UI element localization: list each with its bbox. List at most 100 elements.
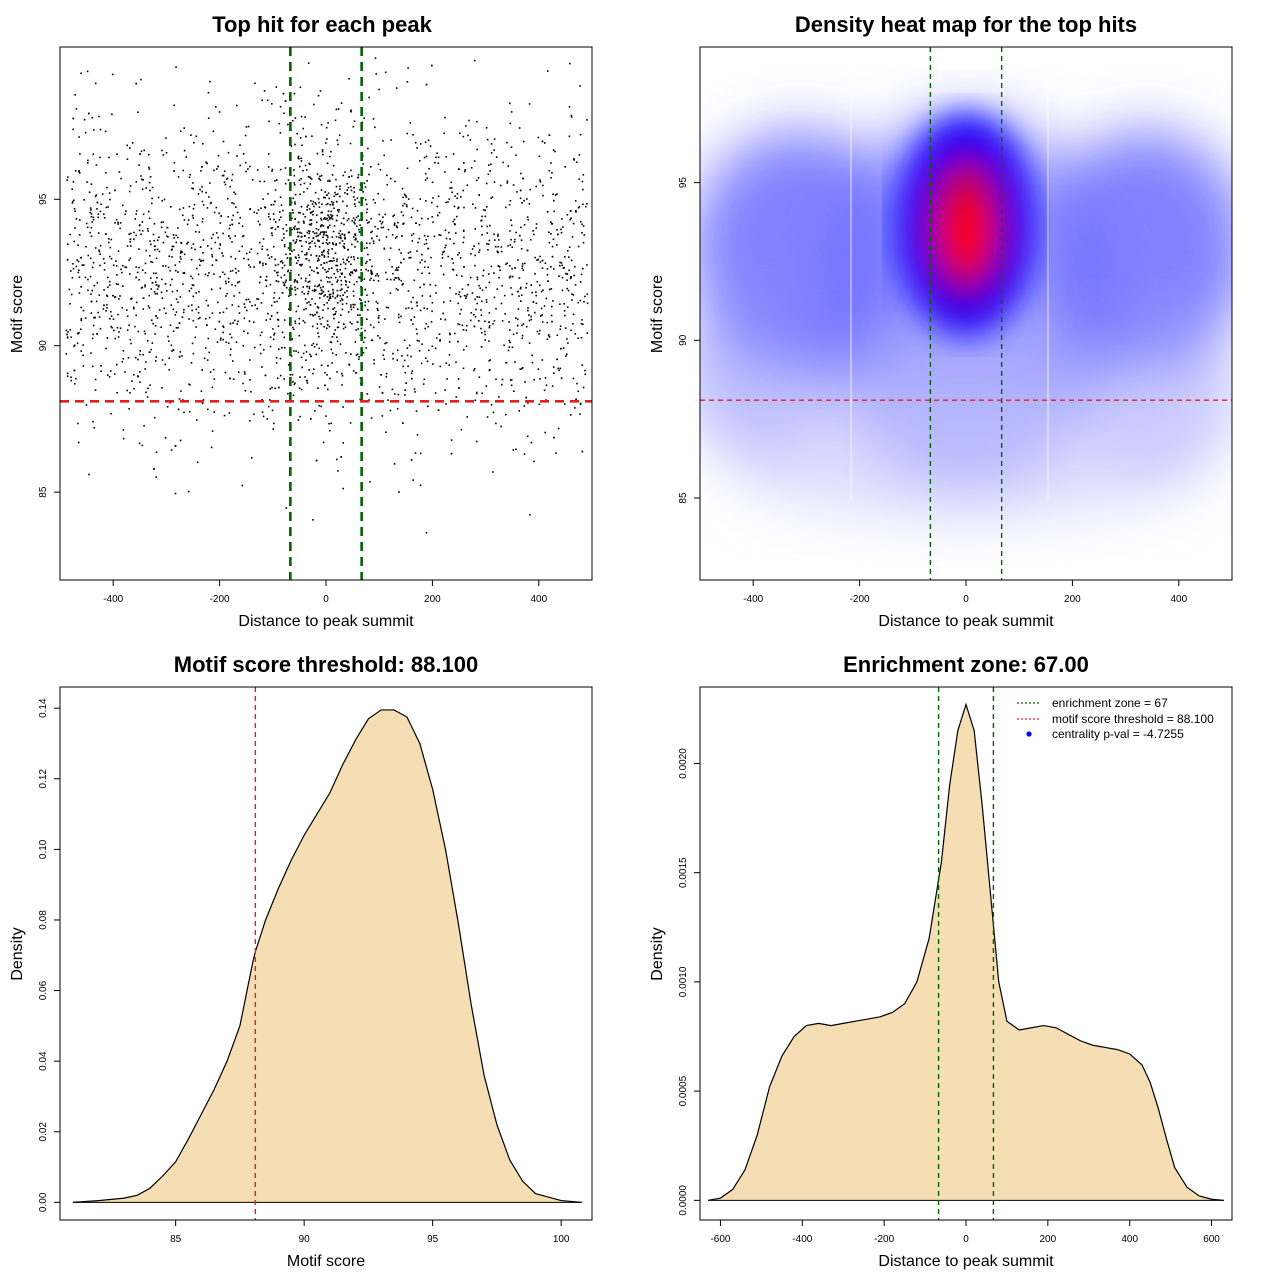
scatter-point <box>151 197 153 200</box>
scatter-point <box>238 280 241 283</box>
scatter-point <box>509 230 511 232</box>
scatter-point <box>356 225 358 228</box>
scatter-point <box>297 259 299 262</box>
scatter-point <box>482 269 485 272</box>
scatter-point <box>559 261 561 264</box>
scatter-point <box>87 162 89 164</box>
scatter-point <box>336 281 338 283</box>
scatter-point <box>574 265 576 268</box>
scatter-point <box>146 396 149 398</box>
scatter-point <box>177 408 180 411</box>
scatter-point <box>282 209 284 212</box>
scatter-point <box>411 207 414 210</box>
scatter-point <box>269 283 272 286</box>
scatter-point <box>550 177 552 179</box>
scatter-point <box>369 324 372 326</box>
scatter-point <box>298 387 301 389</box>
scatter-point <box>215 206 218 209</box>
scatter-point <box>366 294 368 296</box>
scatter-point <box>406 167 409 170</box>
scatter-point <box>278 386 280 389</box>
scatter-point <box>339 188 341 190</box>
scatter-point <box>443 132 445 135</box>
scatter-point <box>206 207 209 209</box>
scatter-point <box>239 144 241 146</box>
scatter-point <box>456 197 458 199</box>
scatter-point <box>210 247 213 250</box>
scatter-point <box>415 222 417 224</box>
scatter-point <box>314 313 316 316</box>
scatter-point <box>274 258 276 261</box>
scatter-point <box>457 254 459 256</box>
scatter-point <box>572 313 575 316</box>
scatter-point <box>342 406 344 408</box>
scatter-point <box>117 250 120 252</box>
scatter-point <box>485 182 488 185</box>
scatter-point <box>202 259 205 262</box>
scatter-point <box>377 317 380 319</box>
scatter-point <box>156 292 158 295</box>
scatter-point <box>411 307 413 310</box>
scatter-point <box>510 238 512 241</box>
scatter-point <box>290 284 292 287</box>
scatter-point <box>283 336 286 339</box>
scatter-point <box>236 155 238 157</box>
scatter-point <box>557 367 559 370</box>
scatter-point <box>138 279 140 281</box>
scatter-point <box>427 266 429 269</box>
scatter-point <box>107 286 109 288</box>
scatter-point <box>329 377 331 380</box>
scatter-point <box>209 371 212 373</box>
scatter-point <box>112 318 115 320</box>
scatter-point <box>172 234 175 236</box>
scatter-point <box>135 82 137 85</box>
scatter-point <box>385 431 387 433</box>
scatter-point <box>316 267 318 269</box>
scatter-point <box>301 366 303 369</box>
scatter-point <box>337 209 339 211</box>
scatter-point <box>190 134 192 136</box>
scatter-point <box>227 342 230 344</box>
scatter-point <box>515 154 517 157</box>
scatter-point <box>332 257 335 259</box>
scatter-point <box>245 298 248 301</box>
scatter-point <box>260 302 263 304</box>
scatter-point <box>213 273 215 275</box>
scatter-point <box>561 276 564 279</box>
scatter-point <box>72 128 74 131</box>
scatter-point <box>217 236 219 239</box>
scatter-point <box>356 280 358 283</box>
scatter-point <box>227 216 229 218</box>
scatter-point <box>285 507 288 509</box>
scatter-point <box>320 224 322 227</box>
scatter-point <box>183 253 186 256</box>
scatter-point <box>310 178 313 180</box>
scatter-point <box>485 299 488 301</box>
scatter-point <box>367 253 369 256</box>
scatter-point <box>336 268 338 271</box>
scatter-point <box>334 313 336 315</box>
scatter-point <box>515 317 517 319</box>
scatter-point <box>586 302 589 305</box>
scatter-point <box>259 352 262 355</box>
scatter-point <box>232 378 235 380</box>
scatter-point <box>392 215 394 218</box>
scatter-point <box>303 222 305 224</box>
scatter-point <box>555 452 557 454</box>
scatter-point <box>347 311 350 313</box>
scatter-point <box>490 404 493 406</box>
scatter-point <box>335 244 337 246</box>
scatter-point <box>316 285 319 288</box>
scatter-point <box>474 399 477 402</box>
scatter-point <box>351 323 353 325</box>
scatter-point <box>339 300 342 302</box>
scatter-point <box>335 185 338 188</box>
scatter-point <box>396 349 399 352</box>
scatter-point <box>105 172 107 174</box>
scatter-point <box>229 224 231 227</box>
scatter-point <box>493 272 495 274</box>
scatter-point <box>407 67 409 69</box>
scatter-point <box>346 182 348 185</box>
scatter-point <box>509 244 512 246</box>
scatter-point <box>192 295 195 298</box>
